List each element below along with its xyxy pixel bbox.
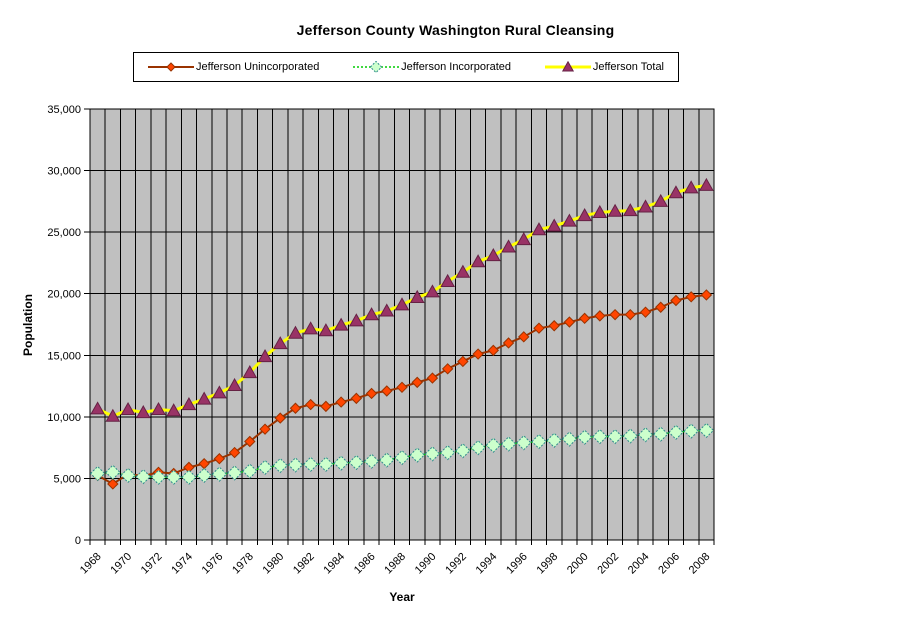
- axis-ticks: [84, 108, 715, 545]
- y-tick-label: 0: [75, 535, 81, 547]
- gridlines: [90, 109, 714, 540]
- x-tick-label: 1978: [230, 551, 256, 577]
- legend-entry-incorporated: Jefferson Incorporated: [353, 61, 511, 73]
- x-tick-label: 1970: [108, 551, 134, 577]
- x-tick-labels: 1968 1970 1972 1974 1976 1978 1980 1982 1984 1986…: [78, 551, 713, 577]
- x-tick-label: 1976: [200, 551, 226, 577]
- legend-label-total: Jefferson Total: [592, 61, 664, 73]
- incorporated-line-marker-icon: [353, 61, 400, 73]
- y-tick-labels: 0 5,000 10,000 15,000 20,000 25,000 30,000 35,0…: [47, 104, 81, 547]
- chart-title: Jefferson County Washington Rural Cleans…: [296, 22, 615, 38]
- x-tick-label: 1982: [291, 551, 317, 577]
- legend-entry-total: Jefferson Total: [544, 61, 664, 73]
- y-tick-label: 35,000: [47, 104, 81, 116]
- y-axis-title: Population: [21, 294, 35, 356]
- x-tick-label: 2002: [595, 551, 621, 577]
- legend-entry-unincorporated: Jefferson Unincorporated: [148, 61, 319, 73]
- x-tick-label: 1984: [321, 551, 347, 577]
- x-tick-label: 2006: [656, 551, 682, 577]
- x-tick-label: 1974: [169, 551, 195, 577]
- total-line-marker-icon: [544, 61, 591, 72]
- x-tick-label: 1992: [443, 551, 469, 577]
- x-tick-label: 1990: [413, 551, 439, 577]
- legend-label-incorporated: Jefferson Incorporated: [401, 61, 512, 73]
- x-tick-label: 1988: [382, 551, 408, 577]
- legend: Jefferson Unincorporated Jefferson Incor…: [133, 52, 679, 82]
- y-tick-label: 30,000: [47, 166, 81, 178]
- x-tick-label: 1996: [504, 551, 530, 577]
- y-tick-label: 25,000: [47, 227, 81, 239]
- y-tick-label: 10,000: [47, 412, 81, 424]
- x-tick-label: 1968: [78, 551, 104, 577]
- x-tick-label: 1980: [261, 551, 287, 577]
- x-tick-label: 2004: [626, 551, 652, 577]
- x-tick-label: 2000: [565, 551, 591, 577]
- x-tick-label: 1972: [139, 551, 165, 577]
- x-tick-label: 2008: [687, 551, 713, 577]
- legend-label-unincorporated: Jefferson Unincorporated: [196, 61, 320, 73]
- unincorporated-line-marker-icon: [148, 62, 194, 72]
- plot-border: [89, 108, 715, 541]
- x-axis-title: Year: [389, 590, 415, 604]
- series-jefferson-total: [90, 177, 714, 422]
- plot-area: [90, 109, 714, 540]
- x-tick-label: 1994: [474, 551, 500, 577]
- y-tick-label: 5,000: [53, 473, 81, 485]
- series-jefferson-incorporated: [89, 422, 715, 485]
- y-tick-label: 15,000: [47, 350, 81, 362]
- x-tick-label: 1986: [352, 551, 378, 577]
- y-tick-label: 20,000: [47, 289, 81, 301]
- x-tick-label: 1998: [535, 551, 561, 577]
